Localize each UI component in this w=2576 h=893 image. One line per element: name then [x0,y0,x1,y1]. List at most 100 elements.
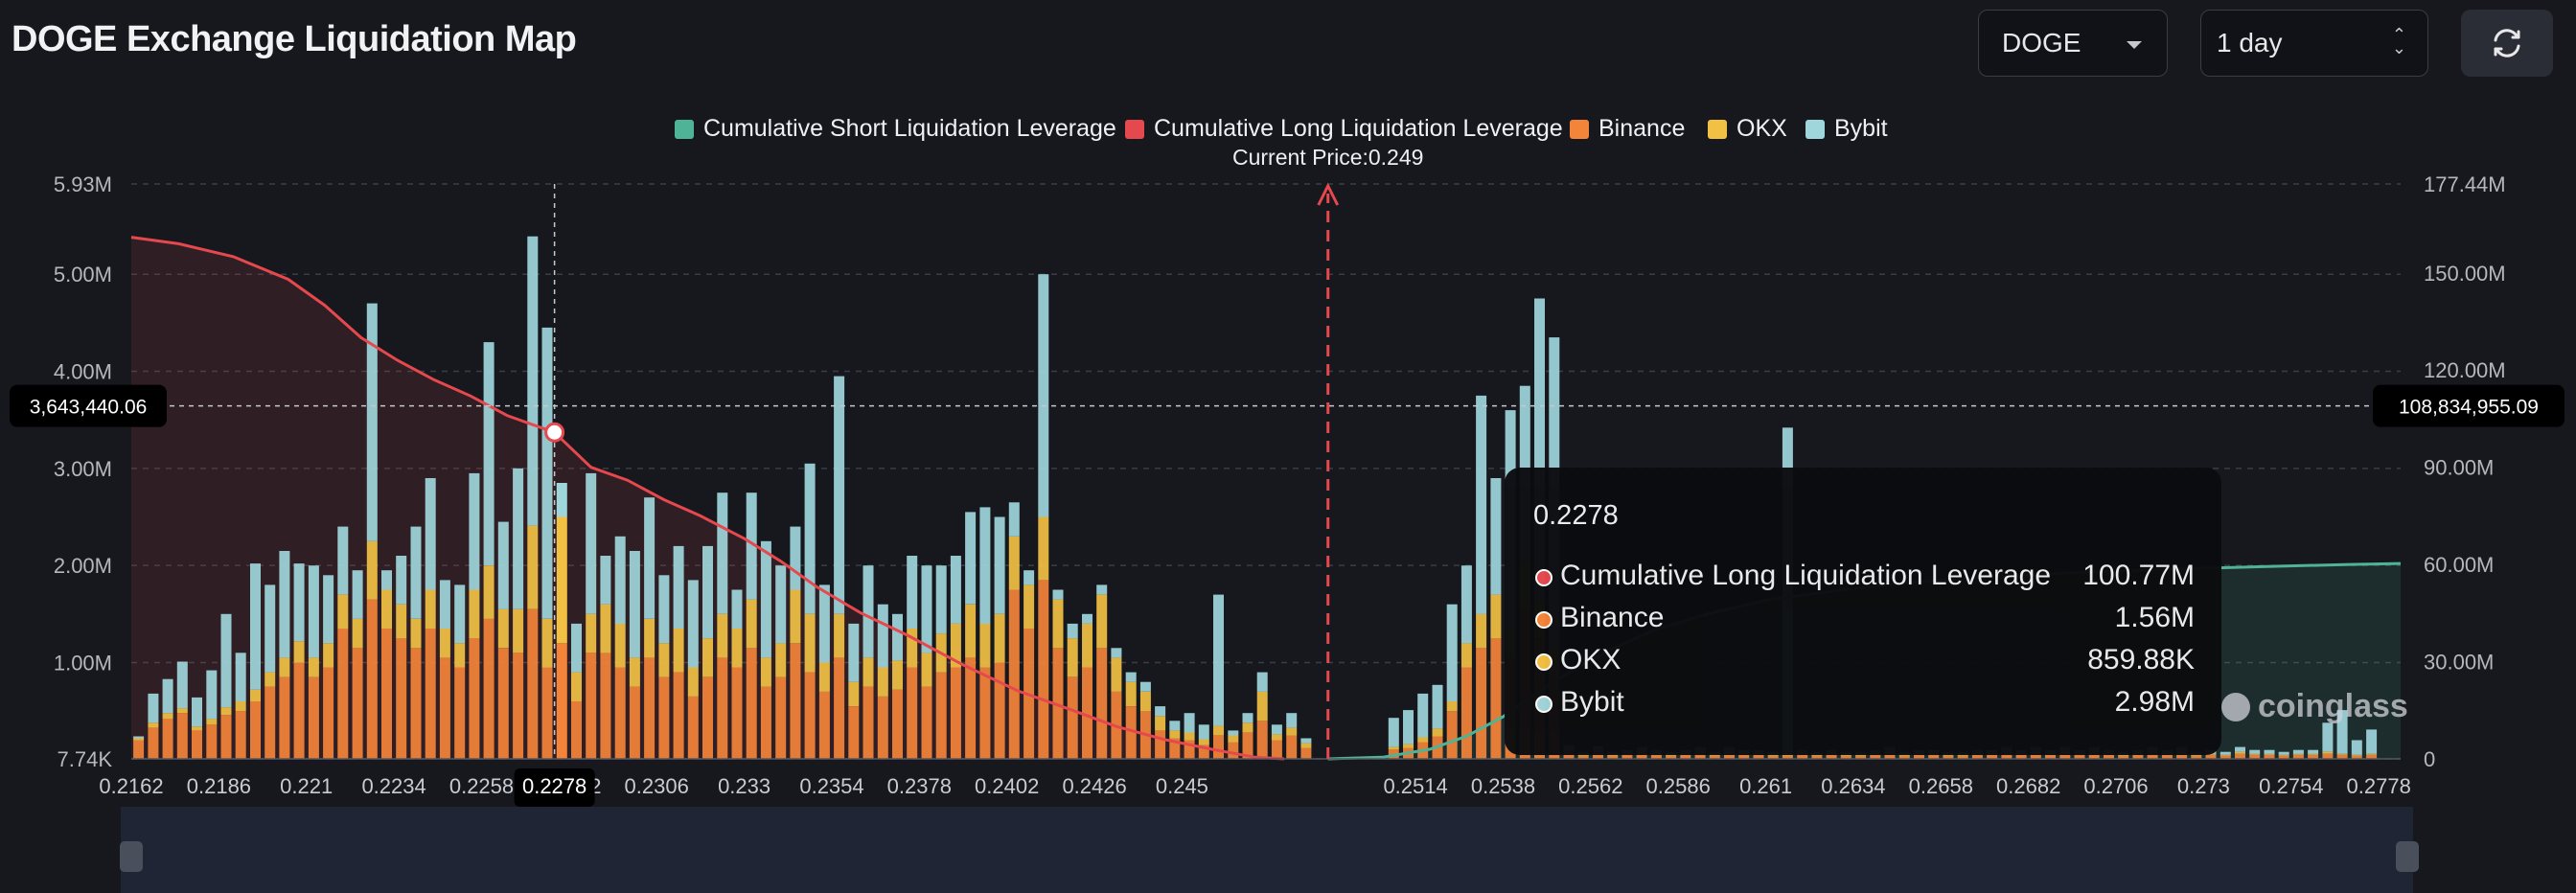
bar-binance [1490,638,1502,759]
bar-okx [176,708,188,714]
bar-bybit [760,540,771,658]
bar-okx [556,516,567,644]
legend-item[interactable]: Cumulative Long Liquidation Leverage [1125,115,1563,143]
bar-bybit [1096,584,1108,595]
bar-binance [644,657,656,759]
bar-binance [454,667,466,759]
bar-bybit [220,613,232,708]
bar-bybit [965,512,977,605]
bar-okx [1024,584,1035,629]
bar-binance [2045,754,2056,759]
bar-binance [133,740,145,759]
bar-binance [935,672,947,759]
bar-binance [1198,744,1209,759]
right-axis-tick-label: 0 [2424,747,2435,771]
bar-bybit [337,526,349,595]
bar-bybit [1082,613,1092,624]
legend-item[interactable]: Binance [1570,115,1685,143]
bar-binance [1228,742,1239,759]
bar-binance [600,653,611,759]
bar-okx [687,667,699,697]
bar-bybit [1024,570,1035,585]
tooltip-dot-bybit [1535,696,1552,713]
bar-binance [1008,589,1020,759]
left-axis-tick-label: 5.93M [54,172,112,196]
watermark-text: coinglass [2258,688,2408,724]
bar-binance [192,730,202,759]
bar-binance [2351,755,2362,759]
bar-binance [862,686,874,759]
bar-okx [994,613,1005,663]
coin-select-value: DOGE [2002,28,2082,57]
bar-bybit [454,584,466,644]
bar-okx [1767,754,1779,756]
bar-binance [2308,754,2319,759]
bar-bybit [1038,274,1049,517]
bar-bybit [1300,738,1312,744]
bar-bybit [293,563,305,642]
bar-okx [1111,657,1122,692]
bar-okx [1943,754,1954,756]
bar-binance [1767,755,1779,759]
bar-okx [1709,754,1720,756]
zoom-handle-left[interactable] [120,841,143,872]
bar-binance [1811,755,1823,759]
left-axis-tick-label: 5.00M [54,263,112,286]
bar-okx [513,608,524,653]
bar-okx [381,589,392,629]
bar-bybit [862,565,874,658]
bar-bybit [921,565,932,653]
refresh-icon [2494,29,2520,57]
bar-okx [2322,751,2334,754]
x-axis-tick-label: 0.2778 [2347,774,2411,798]
bar-binance [2336,754,2348,759]
legend-label: Bybit [1834,115,1888,142]
zoom-slider-track[interactable] [121,807,2413,893]
bar-okx [1169,730,1181,739]
bar-bybit [279,551,290,658]
bar-okx [162,713,173,720]
bar-okx [804,613,816,673]
legend-item[interactable]: OKX [1708,115,1787,143]
bar-bybit [1125,672,1137,682]
bar-binance [1067,676,1078,759]
bar-binance [308,676,319,759]
bar-okx [877,667,888,697]
bar-binance [396,638,407,759]
legend-item[interactable]: Cumulative Short Liquidation Leverage [675,115,1116,143]
bar-okx [950,623,961,668]
bar-bybit [235,653,246,701]
bar-bybit [907,556,918,629]
bar-okx [1898,754,1910,756]
bar-bybit [162,678,173,714]
bar-binance [1971,754,1983,759]
bar-bybit [366,303,378,541]
coin-select[interactable]: DOGE [1978,10,2168,77]
left-axis-tick-label: 1.00M [54,651,112,675]
bar-binance [2235,753,2245,759]
bar-bybit [425,478,436,590]
bar-okx [133,738,145,741]
tooltip-title: 0.2278 [1533,500,1619,531]
bar-binance [220,715,232,759]
bar-bybit [148,693,159,723]
bar-okx [2249,753,2261,755]
bar-bybit [571,623,582,673]
bar-okx [1139,691,1151,712]
refresh-button[interactable] [2461,10,2553,77]
legend-item[interactable]: Bybit [1806,115,1888,143]
zoom-handle-right[interactable] [2396,841,2419,872]
time-range-select[interactable]: 1 day ⌃ ⌄ [2200,10,2428,77]
left-axis-tick-label: 2.00M [54,554,112,578]
bar-bybit [1111,648,1122,658]
bar-okx [1213,725,1224,736]
bar-okx [1125,681,1137,706]
bar-binance [381,629,392,759]
bar-binance [2292,754,2304,759]
bar-okx [192,726,202,731]
bar-binance [1563,751,1575,759]
bar-bybit [1242,713,1254,723]
bar-binance [1038,580,1049,759]
bar-okx [673,629,684,673]
